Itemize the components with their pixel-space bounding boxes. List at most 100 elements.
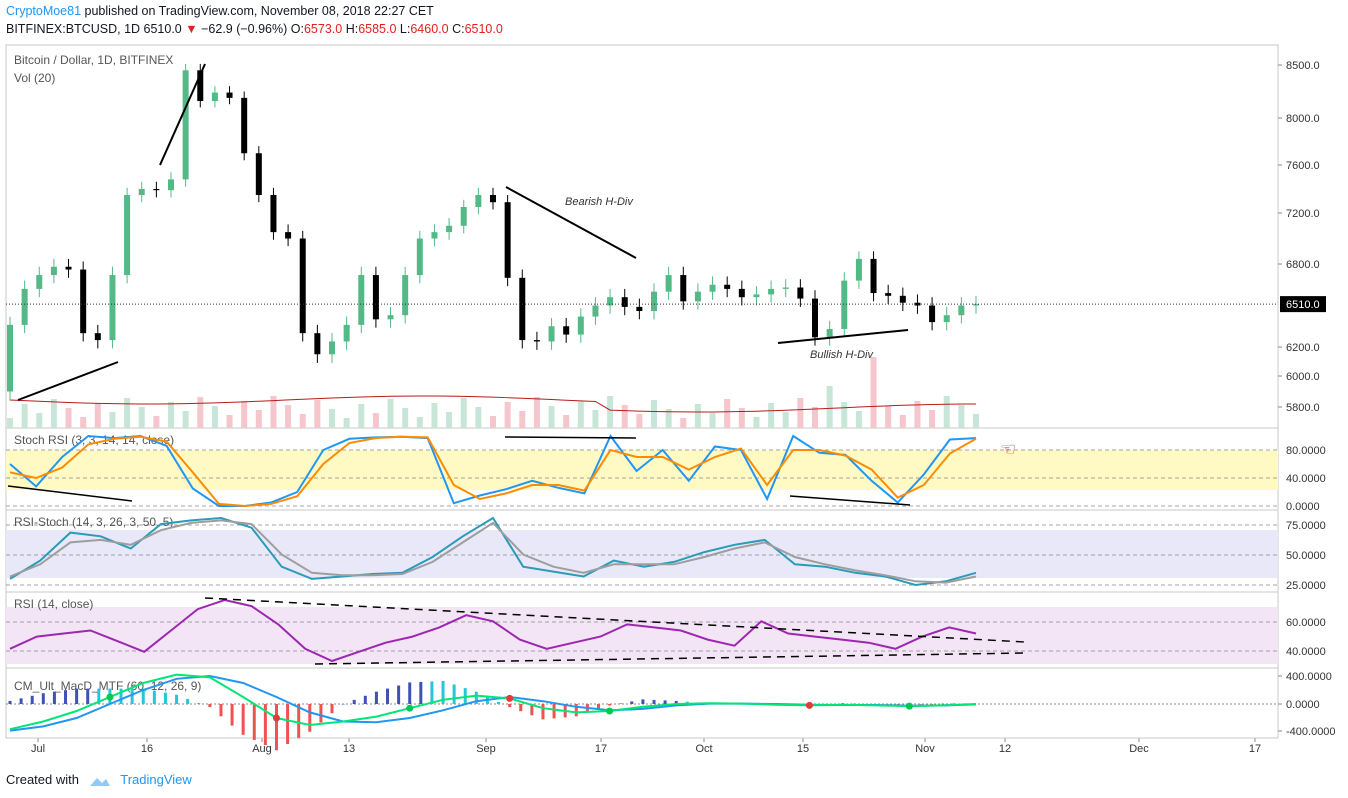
high-label: H: — [345, 22, 359, 36]
bearish-annotation: Bearish H-Div — [565, 196, 634, 208]
candle-body — [343, 324, 350, 342]
macd-histogram-bar — [175, 694, 179, 704]
ohlc-line: BITFINEX:BTCUSD, 1D 6510.0 ▼ −62.9 (−0.9… — [6, 22, 503, 36]
close-label: C: — [452, 22, 465, 36]
macd-histogram-bar — [541, 704, 545, 720]
candle-body — [899, 295, 906, 303]
macd-histogram-bar — [330, 704, 334, 714]
candle-body — [797, 287, 804, 299]
candle-body — [36, 275, 43, 289]
indicator-title: RSI (14, close) — [14, 597, 93, 611]
volume-bar — [358, 404, 365, 428]
bullish-div-line — [777, 329, 909, 344]
candle-body — [680, 275, 687, 302]
macd-histogram-bar — [952, 703, 956, 705]
tradingview-logo-icon — [89, 777, 110, 786]
candle-body — [446, 225, 453, 233]
publish-line: CryptoMoe81 published on TradingView.com… — [6, 4, 434, 18]
candle-body — [519, 277, 526, 341]
macd-histogram-bar — [352, 699, 356, 704]
macd-histogram-bar — [219, 704, 223, 717]
x-tick-label: 13 — [343, 743, 355, 755]
volume-bar — [548, 406, 555, 428]
volume-bar — [607, 396, 614, 428]
candle-body — [607, 297, 614, 306]
stoch-div-line — [7, 485, 133, 502]
pane-band — [6, 607, 1278, 664]
y-tick-label: 400.0000 — [1286, 671, 1332, 683]
author-link[interactable]: CryptoMoe81 — [6, 4, 82, 18]
tradingview-link[interactable]: TradingView — [120, 772, 192, 787]
macd-histogram-bar — [452, 684, 456, 704]
candle-body — [50, 266, 57, 276]
open-value: 6573.0 — [303, 22, 343, 36]
macd-histogram-bar — [530, 704, 534, 716]
macd-histogram-bar — [86, 688, 90, 704]
candle-body — [182, 70, 189, 180]
volume-bar — [768, 403, 775, 428]
volume-bar — [109, 412, 116, 428]
volume-bar — [855, 411, 862, 428]
candle-body — [168, 179, 174, 191]
candle-body — [299, 238, 306, 334]
volume-bar — [899, 415, 906, 428]
candle-body — [329, 341, 335, 355]
pane-band — [6, 530, 1278, 578]
price-change: −62.9 (−0.96%) — [201, 22, 288, 36]
candle-body — [460, 207, 467, 226]
candle-body — [592, 305, 599, 317]
y-tick-label: 80.0000 — [1286, 445, 1326, 457]
macd-histogram-bar — [519, 704, 523, 712]
x-tick-label: Dec — [1129, 743, 1149, 755]
candle-body — [826, 329, 833, 338]
macd-histogram-bar — [474, 691, 478, 704]
candle-body — [870, 258, 877, 294]
volume-bar — [519, 411, 526, 428]
bullish-annotation: Bullish H-Div — [810, 349, 874, 361]
volume-bar — [490, 416, 496, 428]
volume-bar — [241, 401, 248, 428]
macd-histogram-bar — [397, 685, 401, 704]
macd-histogram-bar — [674, 700, 678, 704]
volume-bar — [153, 416, 160, 428]
price-tag-box — [1280, 296, 1326, 313]
volume-bar — [651, 400, 657, 428]
macd-histogram-bar — [497, 701, 501, 704]
volume-bar — [402, 408, 409, 428]
macd-histogram-bar — [408, 682, 412, 704]
y-tick-label: 0.0000 — [1286, 501, 1320, 513]
volume-bar — [50, 399, 57, 428]
pointing-hand-icon: ☜ — [1000, 439, 1016, 459]
candle-body — [504, 202, 511, 278]
volume-bar — [21, 404, 28, 428]
volume-bar — [124, 398, 131, 428]
volume-bar — [226, 415, 233, 428]
volume-bar — [753, 417, 760, 428]
y-tick-label: -400.0000 — [1286, 726, 1336, 738]
candle-body — [768, 288, 775, 295]
volume-bar — [314, 400, 321, 428]
macd-histogram-bar — [197, 702, 201, 704]
macd-histogram-bar — [663, 700, 667, 704]
candle-body — [285, 232, 292, 239]
cross-dot — [606, 707, 614, 715]
indicator-title: RSI-Stoch (14, 3, 26, 3, 50, 5) — [14, 515, 173, 529]
candle-body — [65, 266, 72, 270]
candle-body — [431, 232, 438, 239]
volume-label: Vol (20) — [14, 71, 55, 85]
price-tag: 6510.0 — [1286, 299, 1320, 311]
volume-bar — [724, 399, 731, 428]
macd-histogram-bar — [652, 699, 656, 704]
macd-histogram-bar — [374, 691, 378, 704]
x-tick-label: Oct — [695, 743, 712, 755]
low-label: L: — [399, 22, 411, 36]
bearish-div-line — [505, 186, 637, 259]
macd-histogram-bar — [274, 704, 278, 751]
volume-bar — [563, 415, 570, 428]
macd-histogram-bar — [41, 693, 45, 704]
volume-bar — [533, 397, 540, 428]
volume-bar — [285, 405, 292, 428]
volume-bar — [197, 397, 204, 428]
candle-body — [812, 298, 818, 338]
